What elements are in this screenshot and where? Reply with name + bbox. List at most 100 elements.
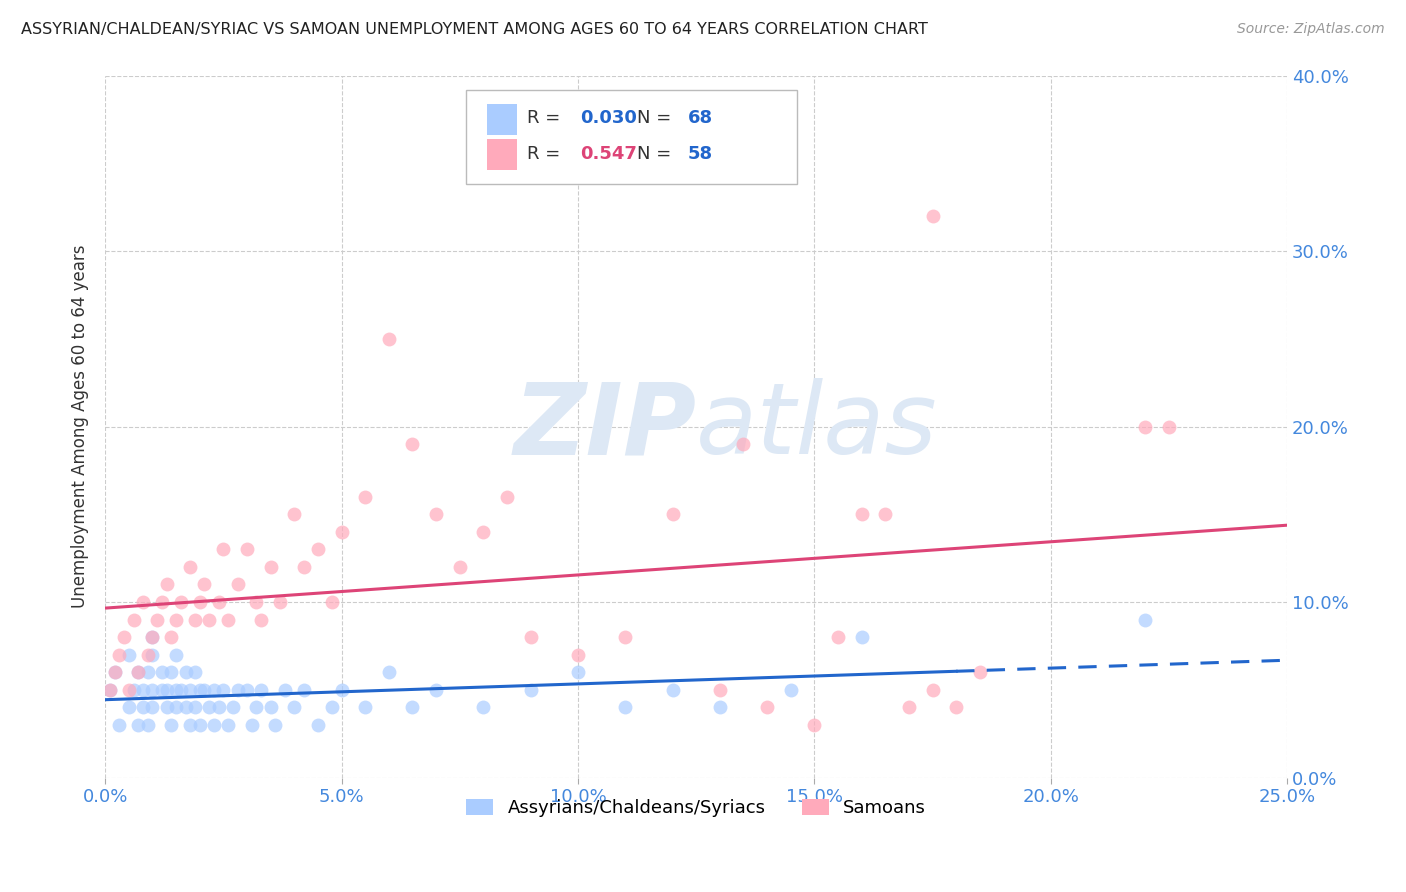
Text: ASSYRIAN/CHALDEAN/SYRIAC VS SAMOAN UNEMPLOYMENT AMONG AGES 60 TO 64 YEARS CORREL: ASSYRIAN/CHALDEAN/SYRIAC VS SAMOAN UNEMP… [21,22,928,37]
Point [260,700,283,714]
Point [179,560,201,574]
Point [141,700,163,714]
Point [897,700,920,714]
FancyBboxPatch shape [465,89,797,185]
Point [260,560,283,574]
Point [378,332,401,346]
Text: N =: N = [637,109,678,127]
Point [212,682,235,697]
Point [141,630,163,644]
Point [449,560,471,574]
Point [733,437,755,451]
Point [150,665,173,680]
Point [165,700,187,714]
Point [614,630,637,644]
Point [136,648,159,662]
Point [292,682,315,697]
Point [184,700,207,714]
Point [245,595,267,609]
Text: 58: 58 [688,145,713,163]
Point [132,682,155,697]
Point [661,508,683,522]
Point [236,542,259,557]
Point [519,682,541,697]
Point [122,613,145,627]
Point [222,700,245,714]
Point [1135,419,1157,434]
Point [245,700,267,714]
Point [127,665,149,680]
Point [146,613,169,627]
Point [945,700,967,714]
Point [240,718,263,732]
Point [875,508,897,522]
Point [567,648,589,662]
Text: ZIP: ZIP [513,378,696,475]
Text: R =: R = [527,109,567,127]
Point [921,209,943,223]
Point [264,718,287,732]
Point [198,613,221,627]
Point [122,682,145,697]
Point [709,682,731,697]
Point [217,718,239,732]
Point [354,700,377,714]
Point [112,630,135,644]
Text: atlas: atlas [696,378,938,475]
Point [827,630,849,644]
Point [378,665,401,680]
Point [330,682,353,697]
Point [104,665,127,680]
Point [188,682,211,697]
Text: 0.547: 0.547 [581,145,637,163]
Point [136,665,159,680]
Point [472,700,495,714]
Point [226,577,249,591]
Point [98,682,121,697]
Text: 0.030: 0.030 [581,109,637,127]
Point [156,577,179,591]
Text: R =: R = [527,145,567,163]
Point [118,682,141,697]
Point [202,718,225,732]
Point [156,682,179,697]
Point [401,437,423,451]
Point [174,665,197,680]
Point [118,700,141,714]
Point [567,665,589,680]
Text: N =: N = [637,145,678,163]
Point [179,682,201,697]
Point [108,648,131,662]
Point [184,665,207,680]
Point [969,665,991,680]
Point [160,630,183,644]
Point [709,700,731,714]
Point [104,665,127,680]
Point [132,700,155,714]
Point [354,490,377,504]
Point [496,490,519,504]
Point [160,665,183,680]
Point [307,718,329,732]
Point [1135,613,1157,627]
Point [184,613,207,627]
Point [425,682,447,697]
Point [401,700,423,714]
Point [193,682,215,697]
Point [250,682,273,697]
Point [160,718,183,732]
Point [174,700,197,714]
Text: 68: 68 [688,109,713,127]
Point [188,718,211,732]
Point [779,682,801,697]
Point [921,682,943,697]
Point [193,577,215,591]
Point [156,700,179,714]
Point [274,682,297,697]
Point [519,630,541,644]
Point [208,595,231,609]
Point [472,524,495,539]
Point [198,700,221,714]
Point [98,682,121,697]
Point [165,613,187,627]
